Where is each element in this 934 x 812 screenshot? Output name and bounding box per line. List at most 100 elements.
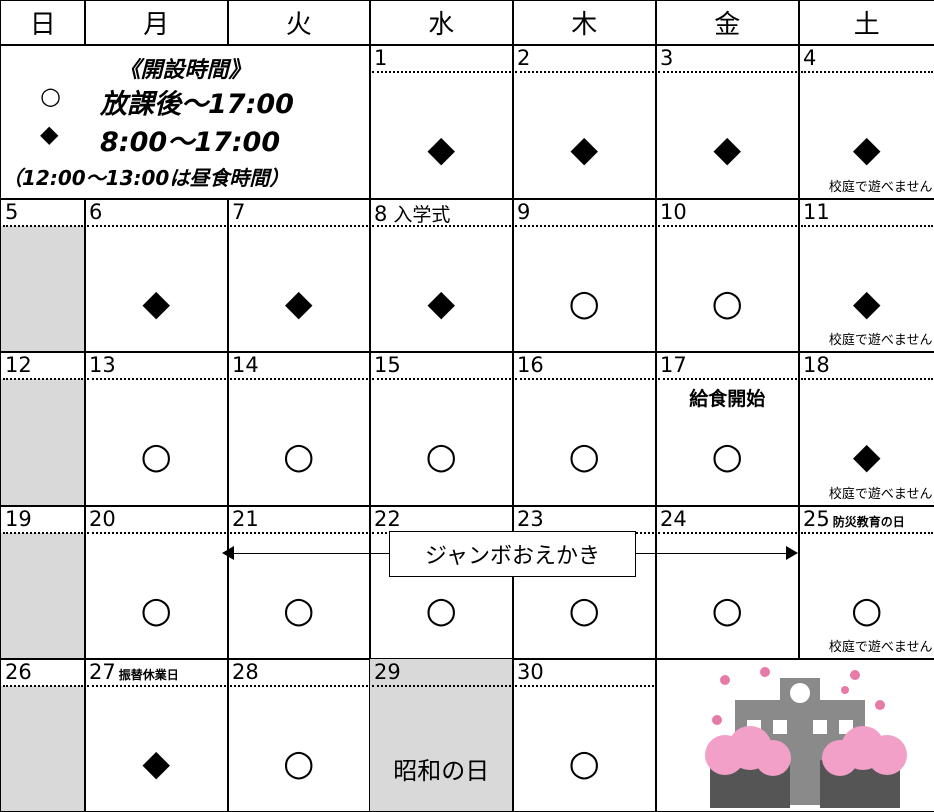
day-number: 10	[660, 200, 687, 224]
day-cell: 26	[0, 658, 86, 812]
day-cell: 7 ◆	[227, 198, 371, 353]
status-symbol: ○	[425, 590, 457, 631]
legend-title: 《開設時間》	[118, 58, 251, 83]
legend: 《開設時間》 ○ 放課後～17:00 ◆ 8:00～17:00 （12:00～13:00は…	[0, 44, 369, 198]
dotted-rule	[372, 685, 511, 687]
day-number: 9	[517, 200, 531, 224]
holiday-label: 昭和の日	[393, 757, 490, 785]
dotted-rule	[87, 378, 226, 380]
day-number: 3	[660, 46, 674, 70]
status-symbol: ◆	[852, 436, 881, 477]
status-symbol: ◆	[570, 129, 599, 170]
dotted-rule	[372, 378, 511, 380]
status-symbol: ○	[283, 436, 315, 477]
status-symbol: ○	[425, 436, 457, 477]
day-cell: 20 ○	[84, 505, 229, 660]
day-number: 30	[517, 660, 544, 684]
status-symbol: ○	[711, 283, 743, 324]
day-cell: 3 ◆	[655, 44, 800, 200]
day-cell: 18 ◆ 校庭で遊べません	[798, 351, 934, 507]
day-number: 20	[89, 507, 116, 531]
day-number: 13	[89, 353, 116, 377]
dotted-rule	[658, 532, 797, 534]
day-number: 7	[232, 200, 246, 224]
day-cell: 27 振替休業日 ◆	[84, 658, 229, 812]
day-cell: 11 ◆ 校庭で遊べません	[798, 198, 934, 353]
day-number: 17	[660, 353, 687, 377]
day-cell: 2 ◆	[512, 44, 657, 200]
dotted-rule	[658, 225, 797, 227]
status-symbol: ○	[140, 436, 172, 477]
weekday-header: 月	[84, 0, 229, 46]
note: 校庭で遊べません	[828, 639, 933, 655]
dotted-rule	[230, 532, 368, 534]
day-cell: 29 昭和の日	[369, 658, 514, 812]
day-cell: 19	[0, 505, 86, 660]
note: 校庭で遊べません	[828, 332, 933, 348]
status-symbol: ◆	[427, 129, 456, 170]
status-symbol: ○	[851, 590, 883, 631]
day-number: 8 入学式	[374, 202, 451, 226]
day-cell: 10 ○	[655, 198, 800, 353]
status-symbol: ◆	[142, 283, 171, 324]
dotted-rule	[230, 225, 368, 227]
day-number: 19	[5, 507, 32, 531]
status-symbol: ◆	[852, 283, 881, 324]
status-symbol: ○	[711, 436, 743, 477]
school-illustration	[705, 667, 907, 808]
day-number: 21	[232, 507, 259, 531]
day-cell: 15 ○	[369, 351, 514, 507]
dotted-rule	[515, 225, 654, 227]
dotted-rule	[230, 685, 368, 687]
weekday-header: 水	[369, 0, 514, 46]
status-symbol: ○	[568, 590, 600, 631]
status-symbol: ◆	[852, 129, 881, 170]
day-number: 27 振替休業日	[89, 660, 179, 684]
day-number: 6	[89, 200, 103, 224]
dotted-rule	[372, 225, 511, 227]
dotted-rule	[515, 378, 654, 380]
dotted-rule	[801, 532, 933, 534]
day-cell: 6 ◆	[84, 198, 229, 353]
day-cell: 8 入学式 ◆	[369, 198, 514, 353]
day-number: 18	[803, 353, 830, 377]
status-symbol: ○	[711, 590, 743, 631]
day-cell: 13 ○	[84, 351, 229, 507]
day-number: 29	[374, 660, 401, 684]
dotted-rule	[230, 378, 368, 380]
dotted-rule	[801, 225, 933, 227]
day-cell: 16 ○	[512, 351, 657, 507]
dotted-rule	[658, 378, 797, 380]
note: 校庭で遊べません	[828, 486, 933, 502]
weekday-header: 土	[798, 0, 934, 46]
day-number: 15	[374, 353, 401, 377]
day-cell: 12	[0, 351, 86, 507]
arrow-head-left	[222, 546, 234, 560]
banner-box: ジャンボおえかき	[389, 531, 636, 577]
dotted-rule	[658, 71, 797, 73]
day-cell: 5	[0, 198, 86, 353]
dotted-rule	[3, 532, 83, 534]
dotted-rule	[515, 71, 654, 73]
day-number: 11	[803, 200, 830, 224]
day-number: 5	[5, 200, 19, 224]
event-label: 給食開始	[689, 388, 766, 410]
legend-symbol: ◆	[40, 120, 59, 148]
day-number: 1	[374, 46, 388, 70]
day-cell: 1 ◆	[369, 44, 514, 200]
merged-cell	[655, 658, 934, 812]
day-cell: 21 ○	[227, 505, 371, 660]
day-number: 26	[5, 660, 32, 684]
day-cell: 23 ○	[512, 505, 657, 660]
status-symbol: ◆	[713, 129, 742, 170]
day-number: 4	[803, 46, 817, 70]
dotted-rule	[372, 71, 511, 73]
closed-shade	[1, 226, 85, 352]
day-number: 28	[232, 660, 259, 684]
event-label: 振替休業日	[118, 668, 179, 682]
day-number: 16	[517, 353, 544, 377]
arrow-head-right	[786, 546, 798, 560]
dotted-rule	[3, 225, 83, 227]
day-number: 14	[232, 353, 259, 377]
